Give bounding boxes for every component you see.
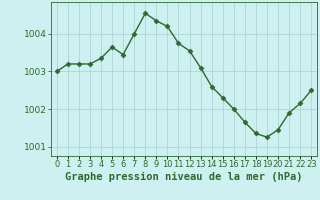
- X-axis label: Graphe pression niveau de la mer (hPa): Graphe pression niveau de la mer (hPa): [65, 172, 303, 182]
